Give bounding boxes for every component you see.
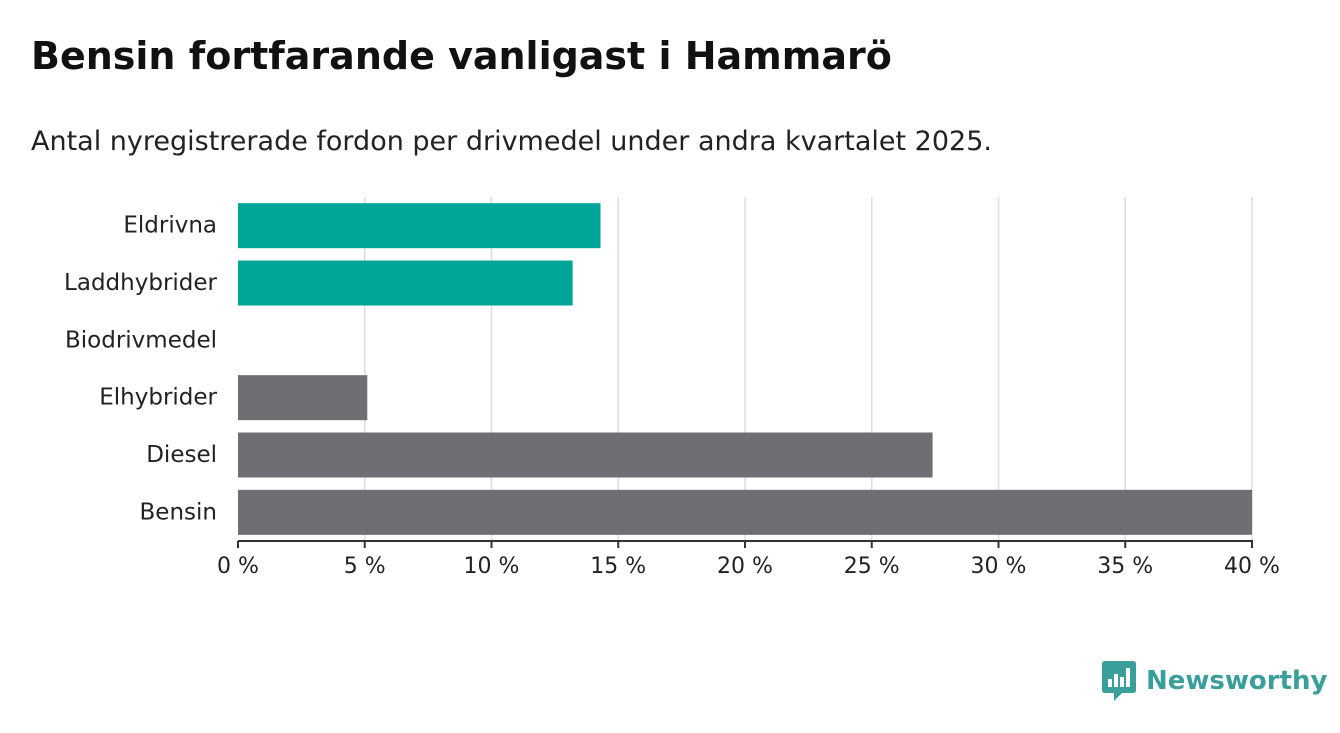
x-tick-label: 5 %	[344, 554, 386, 579]
x-tick-label: 0 %	[217, 554, 259, 579]
x-tick-label: 15 %	[590, 554, 646, 579]
category-label: Diesel	[146, 442, 217, 468]
category-label: Eldrivna	[123, 213, 217, 239]
category-label: Bensin	[140, 499, 217, 525]
x-tick-label: 10 %	[464, 554, 520, 579]
x-tick-label: 20 %	[717, 554, 773, 579]
category-label: Biodrivmedel	[65, 327, 217, 353]
category-label: Laddhybrider	[64, 270, 217, 296]
x-tick-label: 40 %	[1224, 554, 1280, 579]
newsworthy-logo-icon	[1102, 661, 1136, 701]
brand-name: Newsworthy	[1146, 666, 1328, 696]
bar-laddhybrider	[238, 260, 573, 306]
bar-diesel	[238, 432, 933, 478]
x-tick-label: 30 %	[971, 554, 1027, 579]
x-tick-label: 25 %	[844, 554, 900, 579]
chart-subtitle: Antal nyregistrerade fordon per drivmede…	[31, 126, 992, 157]
brand: Newsworthy	[1102, 661, 1327, 701]
category-label: Elhybrider	[99, 385, 217, 411]
bar-bensin	[238, 489, 1252, 535]
x-tick-label: 35 %	[1097, 554, 1153, 579]
bar-elhybrider	[238, 375, 368, 421]
bar-eldrivna	[238, 203, 601, 249]
chart-title: Bensin fortfarande vanligast i Hammarö	[31, 34, 892, 78]
